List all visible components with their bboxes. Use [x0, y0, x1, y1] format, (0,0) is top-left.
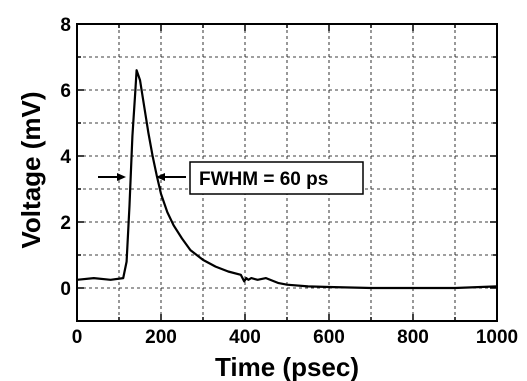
y-tick-labels: 0 2 4 6 8: [60, 15, 71, 300]
y-tick-label: 2: [60, 213, 71, 234]
x-tick-label: 400: [229, 327, 261, 348]
x-tick-label: 800: [397, 327, 429, 348]
y-axis-label: Voltage (mV): [16, 92, 46, 249]
fwhm-label: FWHM = 60 ps: [199, 169, 328, 190]
y-tick-label: 4: [60, 147, 71, 168]
tick-marks: [76, 23, 498, 322]
x-tick-label: 600: [313, 327, 345, 348]
fwhm-arrowhead-left: [117, 173, 126, 181]
x-axis-label: Time (psec): [215, 352, 359, 381]
fwhm-annotation: FWHM = 60 ps: [98, 161, 364, 195]
x-tick-labels: 0 200 400 600 800 1000: [72, 327, 518, 348]
y-tick-label: 8: [60, 15, 71, 36]
fwhm-box: [189, 161, 364, 195]
x-tick-label: 1000: [476, 327, 518, 348]
series-line: [76, 69, 498, 290]
fwhm-arrowhead-right: [156, 173, 165, 181]
x-tick-label: 0: [72, 327, 83, 348]
grid-lines: [77, 24, 497, 321]
y-tick-label: 6: [60, 81, 71, 102]
y-tick-label: 0: [60, 279, 71, 300]
x-tick-label: 200: [145, 327, 177, 348]
